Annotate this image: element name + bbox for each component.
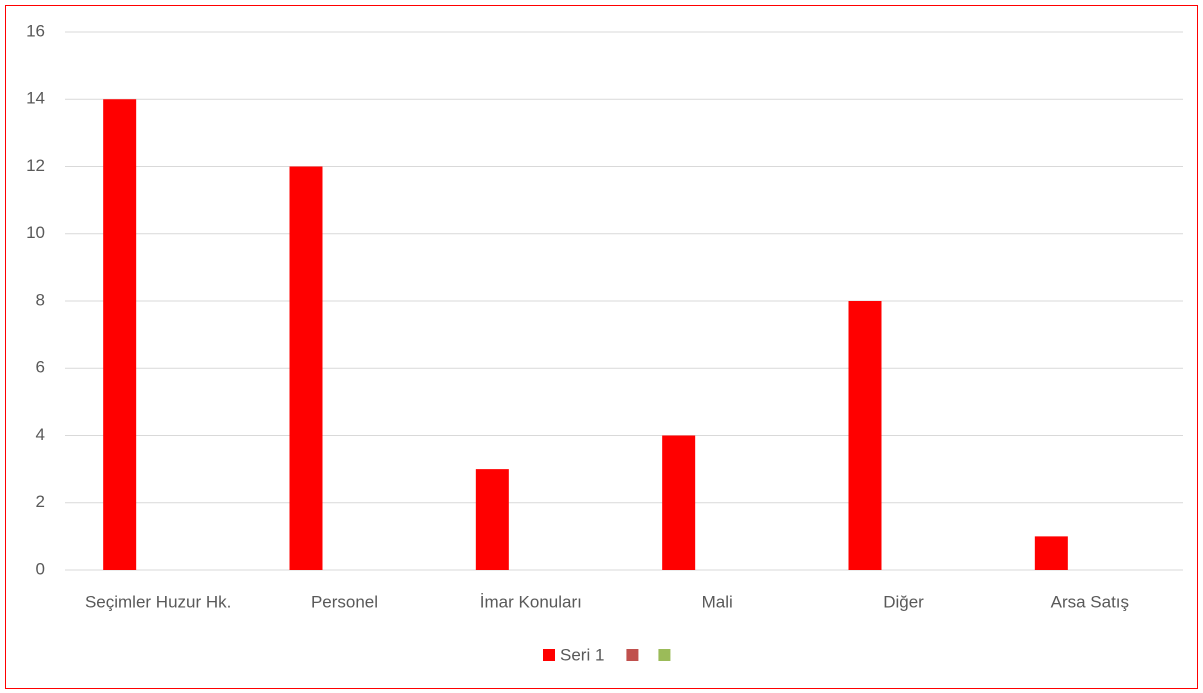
x-tick-label: Seçimler Huzur Hk. <box>85 592 231 611</box>
legend-swatch <box>658 649 671 661</box>
y-tick-label: 16 <box>26 21 45 40</box>
x-tick-label: Arsa Satış <box>1051 592 1129 611</box>
bar <box>848 301 882 570</box>
y-tick-label: 12 <box>26 156 45 175</box>
chart-border <box>5 5 1198 689</box>
y-tick-label: 2 <box>36 492 45 511</box>
legend-swatch <box>626 649 639 661</box>
x-tick-label: Diğer <box>883 592 924 611</box>
bar <box>103 99 137 570</box>
y-tick-label: 6 <box>36 358 45 377</box>
bar <box>1034 536 1068 570</box>
y-tick-label: 0 <box>36 559 45 578</box>
legend-swatch <box>543 649 555 661</box>
bar <box>475 469 509 570</box>
y-tick-label: 8 <box>36 290 45 309</box>
x-tick-label: İmar Konuları <box>480 592 582 611</box>
y-tick-label: 14 <box>26 89 45 108</box>
x-tick-label: Personel <box>311 592 378 611</box>
y-tick-label: 4 <box>36 425 45 444</box>
bar <box>289 166 323 570</box>
x-tick-label: Mali <box>702 592 733 611</box>
bar <box>662 435 696 570</box>
legend-label: Seri 1 <box>560 645 604 664</box>
y-tick-label: 10 <box>26 223 45 242</box>
